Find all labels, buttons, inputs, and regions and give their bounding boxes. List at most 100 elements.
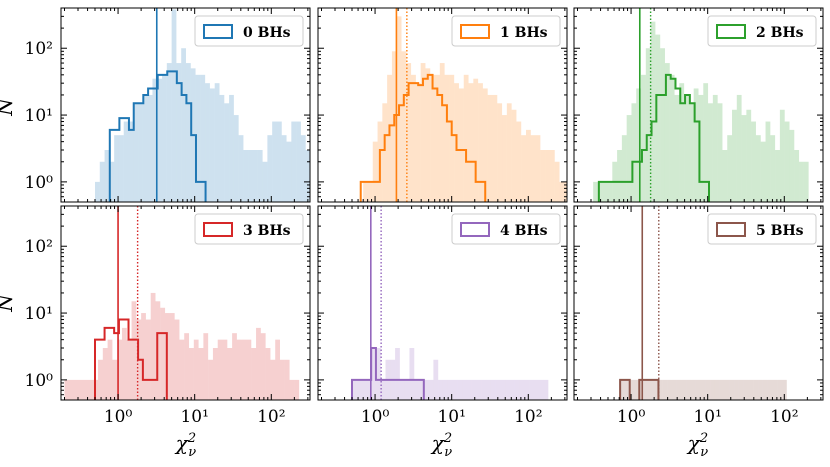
x-axis-label-right: χ2 ν [686,431,708,460]
fill-bar [330,182,335,202]
legend-label: 3 BHs [243,223,291,239]
fill-bar [662,379,668,400]
fill-bar [767,379,773,400]
fill-bar [409,347,415,400]
fill-bar [724,379,730,400]
fill-bar [717,103,723,202]
fill-bar [641,74,646,202]
fill-bar [693,88,699,202]
panel-3: 2 BHs [573,7,824,203]
fill-bar [262,161,268,202]
fill-bar [505,379,511,400]
fill-bar [246,339,252,400]
legend-swatch [203,222,233,237]
fill-bar [98,359,103,400]
fill-bar [476,379,482,400]
fill-bar [449,74,455,202]
fill-bar [78,379,84,400]
legend-swatch [460,24,490,39]
fill-bar [660,48,665,202]
legend-label: 0 BHs [243,25,291,41]
fill-bar [209,88,215,202]
fill-bar [698,94,704,202]
x-tick-label: 10² [514,407,542,427]
x-tick-label: 10⁰ [617,407,646,427]
fill-bar [145,319,151,400]
fill-bar [530,135,536,202]
fill-bar [102,347,108,400]
fill-bar [794,149,800,202]
fill-bar [671,379,677,400]
fill-bar [495,379,501,400]
y-axis-label-bottom: N [0,293,17,313]
fill-bar [633,379,639,400]
fill-bar [138,103,143,202]
fill-bar [74,379,79,400]
fill-bar [222,339,228,400]
fill-bar [181,48,186,202]
x-axis-label-center: χ2 ν [430,431,452,460]
fill-bar [128,121,134,202]
fill-bar [452,379,458,400]
fill-bar [117,339,122,400]
fill-bar [543,379,549,400]
fill-bar [719,379,725,400]
fill-bar [468,83,474,202]
fill-bar [743,379,749,400]
fill-bar [554,161,560,202]
fill-bar [623,379,629,400]
fill-bar [466,379,472,400]
fill-bar [497,103,503,202]
fill-bar [185,63,191,202]
fill-bar [212,347,218,400]
y-tick-label: 10² [25,39,53,59]
fill-bar [160,307,166,400]
fill-bar [367,181,373,202]
fill-bar [380,379,386,400]
fill-bar [157,78,163,202]
fill-bar [506,103,512,202]
fill-bar [184,333,190,400]
fill-bar [695,379,701,400]
fill-bar [636,88,642,202]
fill-bar [372,141,378,202]
fill-bar [224,103,230,202]
panel-plot-area [64,206,300,400]
fill-bar [260,333,266,400]
fill-bar [289,379,295,400]
fill-bar [714,379,720,400]
fill-bar [770,135,776,202]
fill-bar [401,51,407,202]
fill-bar [529,379,534,400]
fill-bar [193,339,199,400]
fill-bar [645,48,651,202]
legend-swatch [203,24,233,39]
fill-bar [650,21,656,202]
fill-bar [279,359,285,400]
fill-bar [540,149,546,202]
fill-bar [482,88,488,202]
fill-bar [232,333,237,400]
fill-bar [758,379,763,400]
fill-bar [354,182,359,202]
panel-4: 10⁰ 10¹ 10² 10⁰ 10¹ 10² 3 BHs [25,205,311,427]
fill-bar [176,63,182,202]
legend-label: 5 BHs [756,223,804,239]
fill-bar [305,149,310,202]
fill-bar [423,379,429,400]
fill-bar [722,149,728,202]
fill-bar [286,141,292,202]
x-tick-label: 10⁰ [104,407,133,427]
fill-bar [272,121,277,202]
fill-bar [241,339,247,400]
y-tick-label: 10¹ [25,304,53,324]
fill-bar [233,115,239,202]
fill-bar [655,34,661,202]
fill-bar [344,182,349,202]
panel-plot-area [94,8,359,202]
fill-bar [674,94,680,202]
fill-bar [291,121,297,202]
fill-bar [652,379,658,400]
fill-bar [420,63,426,202]
fill-bar [114,135,119,202]
